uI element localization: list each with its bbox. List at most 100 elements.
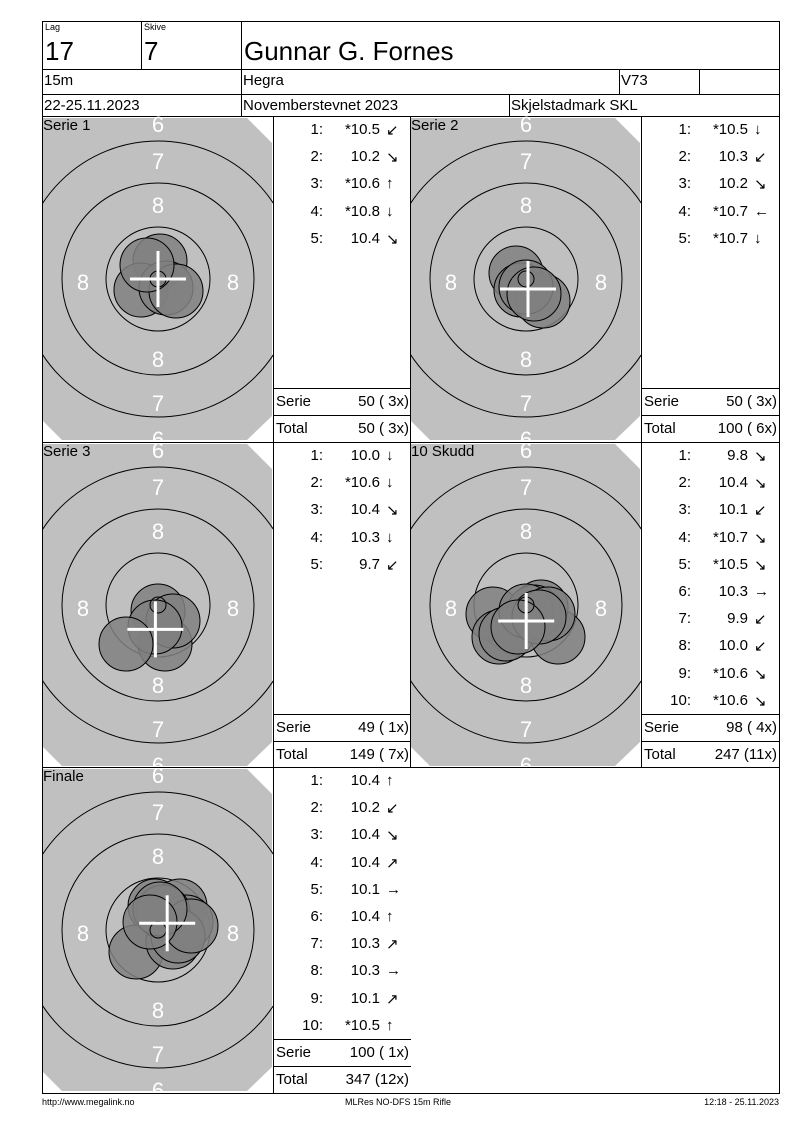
ring-number: 6 <box>152 767 164 788</box>
target-svg: 6 6 7 7 8 8 8 8 <box>42 116 273 442</box>
ten-ring <box>149 596 167 614</box>
score-ring <box>61 182 255 376</box>
ring-number: 7 <box>152 475 164 500</box>
serie-sum-row: Serie 50 ( 3x) <box>642 388 779 416</box>
shot-row: 5: 10.1 → <box>274 881 411 903</box>
ring-number: 8 <box>152 193 164 218</box>
shot-number: 10: <box>302 1016 323 1034</box>
shot-score: *10.6 <box>712 664 748 682</box>
shot-score: 10.4 <box>350 853 380 871</box>
shot-score: 10.1 <box>350 989 380 1007</box>
shot-number: 8: <box>678 637 691 655</box>
shot-score: *10.5 <box>712 121 748 138</box>
column-divider <box>410 116 411 768</box>
shot-number: 1: <box>310 772 323 789</box>
total-score: 247 (11x) <box>714 746 777 763</box>
total-label: Total <box>276 1071 308 1088</box>
shot-number: 5: <box>310 555 323 573</box>
score-ring <box>429 182 623 376</box>
shot-score: 10.4 <box>350 826 380 844</box>
direction-arrow-icon: ↘ <box>386 502 399 520</box>
direction-arrow-icon: ↗ <box>386 854 399 872</box>
shot-number: 3: <box>310 175 323 193</box>
ten-ring <box>517 270 535 288</box>
shot-row: 7: 10.3 ↗ <box>274 935 411 957</box>
footer-software: MLRes NO-DFS 15m Rifle <box>345 1097 452 1107</box>
ring-number: 8 <box>520 673 532 698</box>
shot-number: 6: <box>678 583 691 600</box>
shot-score: 10.3 <box>350 528 380 546</box>
shot-number: 1: <box>310 121 323 138</box>
shot-number: 5: <box>310 229 323 247</box>
direction-arrow-icon: ↙ <box>754 638 767 656</box>
shot-number: 7: <box>310 935 323 953</box>
score-ring <box>42 791 273 1069</box>
target-svg: 6 6 7 7 8 8 8 8 <box>410 116 641 442</box>
shot-score: 10.3 <box>350 962 380 980</box>
club: Hegra <box>241 69 620 95</box>
series-title: Serie 1 <box>43 117 91 134</box>
shot-row: 3: 10.4 ↘ <box>274 826 411 848</box>
shot-score: 10.2 <box>350 148 380 166</box>
shot-score: *10.7 <box>712 202 748 220</box>
shot-score: 10.3 <box>718 148 748 166</box>
skive-label: Skive <box>144 22 167 32</box>
ring-number: 8 <box>152 347 164 372</box>
shot-score: 10.2 <box>718 175 748 193</box>
shot-score: 10.3 <box>718 583 748 600</box>
ring-number: 8 <box>227 270 239 295</box>
shot-score: 9.9 <box>727 610 748 628</box>
shot-score: 10.4 <box>350 908 380 925</box>
shot-row: 1: 10.4 ↑ <box>274 772 411 794</box>
direction-arrow-icon: ↗ <box>386 936 399 954</box>
target: Serie 1 6 6 7 7 8 8 8 8 <box>42 116 274 442</box>
shot-number: 2: <box>310 148 323 166</box>
serie-sum-row: Serie 100 ( 1x) <box>274 1039 411 1067</box>
shot-row: 3: 10.2 ↘ <box>642 175 779 197</box>
serie-label: Serie <box>276 719 312 736</box>
direction-arrow-icon: ← <box>754 202 769 220</box>
shot-list: 1: 10.4 ↑ 2: 10.2 ↙ 3: 10.4 ↘ 4: 10.4 ↗ 5: 10.1 → 6: 10.… <box>274 767 411 1093</box>
shot-row: 5: *10.5 ↘ <box>642 556 779 578</box>
direction-arrow-icon: ↙ <box>386 800 399 818</box>
ring-number: 7 <box>152 717 164 742</box>
shot-number: 2: <box>310 799 323 817</box>
total-sum-row: Total 50 ( 3x) <box>274 415 411 443</box>
shot-row: 1: 10.0 ↓ <box>274 447 411 469</box>
ring-number: 7 <box>520 391 532 416</box>
series-title: 10 Skudd <box>411 443 475 460</box>
shot-row: 4: *10.7 ↘ <box>642 529 779 551</box>
shooter-name: Gunnar G. Fornes <box>244 36 454 66</box>
ring-number: 8 <box>595 270 607 295</box>
total-label: Total <box>644 420 676 437</box>
series-title: Serie 3 <box>43 443 91 460</box>
ring-number: 6 <box>152 427 164 442</box>
ring-number: 8 <box>445 596 457 621</box>
serie-score: 100 ( 1x) <box>349 1044 409 1061</box>
shot-score: *10.5 <box>712 555 748 573</box>
shot-row: 10: *10.6 ↘ <box>642 692 779 714</box>
ring-number: 8 <box>77 270 89 295</box>
shot-row: 1: *10.5 ↓ <box>642 121 779 143</box>
shot-row: 1: *10.5 ↙ <box>274 121 411 143</box>
shot-number: 3: <box>678 501 691 519</box>
date: 22-25.11.2023 <box>42 94 242 117</box>
shot-row: 6: 10.3 → <box>642 583 779 605</box>
ring-number: 6 <box>520 427 532 442</box>
footer-url[interactable]: http://www.megalink.no <box>42 1097 135 1107</box>
shot-row: 8: 10.0 ↙ <box>642 637 779 659</box>
shot-row: 4: 10.3 ↓ <box>274 529 411 551</box>
ring-number: 7 <box>152 391 164 416</box>
row-divider <box>42 442 780 443</box>
total-label: Total <box>276 746 308 763</box>
direction-arrow-icon: ↘ <box>386 827 399 845</box>
shot-score: *10.5 <box>344 1016 380 1034</box>
series-panel: Finale 6 6 7 7 8 8 8 8 1: 10.4 ↑ 2: 10.2 ↙ 3: 10.4 ↘ 4: 10… <box>42 767 411 1093</box>
direction-arrow-icon: ↘ <box>386 149 399 167</box>
shot-score: *10.6 <box>344 175 380 193</box>
shot-row: 9: *10.6 ↘ <box>642 665 779 687</box>
ring-number: 8 <box>445 270 457 295</box>
serie-label: Serie <box>644 719 680 736</box>
shooter-name-cell: Gunnar G. Fornes <box>241 21 780 70</box>
ring-number: 8 <box>77 596 89 621</box>
